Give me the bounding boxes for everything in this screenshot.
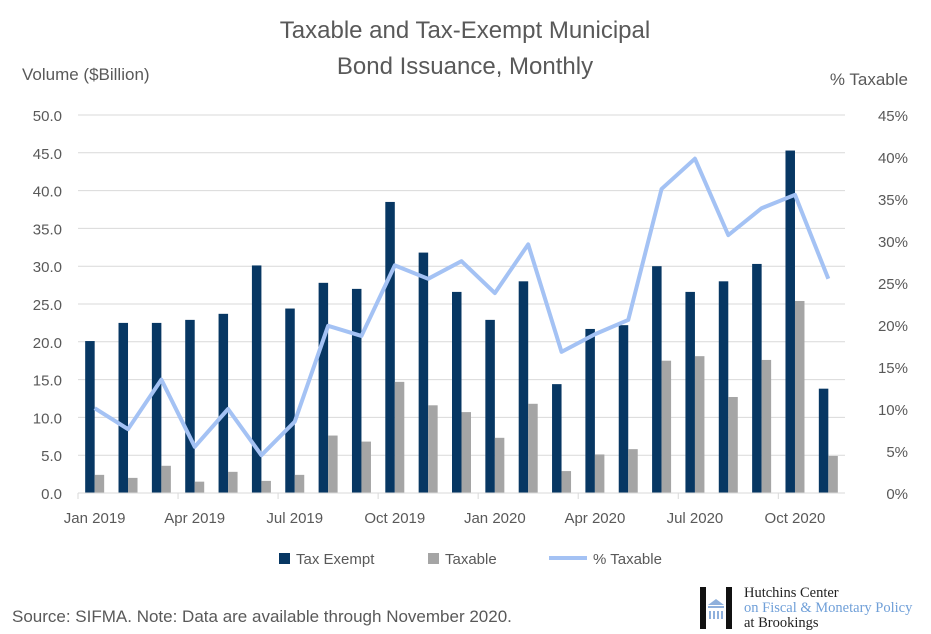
y2-tick-label: 0% (886, 486, 908, 503)
bar-taxable (294, 474, 305, 493)
bar-taxable (628, 449, 638, 493)
bar-taxable (94, 474, 105, 493)
x-tick-label: Apr 2019 (164, 510, 225, 527)
bar-taxable (794, 300, 805, 493)
y2-tick-label: 20% (878, 318, 908, 335)
legend-label-taxable: Taxable (445, 551, 497, 568)
x-tick-label: Jan 2019 (64, 510, 126, 527)
logo-line1: Hutchins Center (744, 585, 839, 601)
bar-taxable (228, 471, 238, 493)
y2-tick-label: 5% (886, 444, 908, 461)
bar-tax-exempt (285, 308, 295, 493)
x-tick-label: Jul 2020 (667, 510, 724, 527)
bar-taxable (328, 435, 338, 493)
bar-taxable (194, 481, 205, 493)
bar-tax-exempt (351, 288, 362, 493)
bar-tax-exempt (118, 322, 129, 493)
y-tick-label: 40.0 (33, 184, 62, 201)
y2-tick-label: 45% (878, 108, 908, 125)
x-tick-label: Oct 2020 (765, 510, 826, 527)
bar-tax-exempt (718, 281, 729, 493)
bar-tax-exempt (318, 282, 329, 493)
bar-tax-exempt (785, 150, 795, 494)
y-tick-label: 25.0 (33, 297, 62, 314)
bar-tax-exempt (385, 201, 395, 493)
chart-title-line1: Taxable and Tax-Exempt Municipal (280, 17, 650, 44)
y-tick-label: 50.0 (33, 108, 62, 125)
bar-tax-exempt (151, 322, 162, 493)
y2-tick-label: 15% (878, 360, 908, 377)
bar-tax-exempt (752, 263, 762, 493)
line-pct-taxable (93, 156, 831, 458)
bar-taxable (128, 477, 138, 493)
bar-tax-exempt (85, 341, 95, 493)
legend-label-tax-exempt: Tax Exempt (296, 551, 375, 568)
bar-tax-exempt (185, 319, 195, 493)
bar-tax-exempt (618, 325, 629, 493)
bar-tax-exempt (218, 313, 229, 493)
bar-tax-exempt (251, 265, 262, 493)
bar-taxable (528, 403, 538, 493)
y-tick-label: 0.0 (41, 486, 62, 503)
bar-taxable (461, 412, 471, 493)
x-tick-label: Apr 2020 (564, 510, 625, 527)
x-tick-label: Oct 2019 (364, 510, 425, 527)
bar-tax-exempt (685, 291, 695, 493)
bar-taxable (361, 441, 371, 493)
bar-tax-exempt (485, 319, 495, 493)
bar-tax-exempt (652, 266, 662, 493)
y-tick-label: 30.0 (33, 259, 62, 276)
y-tick-label: 15.0 (33, 373, 62, 390)
bar-taxable (828, 455, 838, 493)
bar-tax-exempt (552, 384, 562, 493)
y2-tick-label: 10% (878, 402, 908, 419)
building-logo-icon (700, 587, 732, 629)
bar-tax-exempt (418, 252, 429, 493)
y2-tick-label: 40% (878, 150, 908, 167)
legend-label-pct-taxable: % Taxable (593, 551, 662, 568)
y2-tick-label: 35% (878, 192, 908, 209)
bar-taxable (728, 396, 738, 493)
bar-taxable (661, 360, 672, 493)
logo-line2: on Fiscal & Monetary Policy (744, 600, 913, 616)
bar-taxable (261, 480, 271, 493)
y2-axis-label: % Taxable (830, 70, 908, 89)
y-axis-label: Volume ($Billion) (22, 65, 150, 84)
logo-line3: at Brookings (744, 615, 819, 631)
bar-taxable (428, 405, 438, 493)
bar-taxable (594, 454, 605, 493)
chart-title-line2: Bond Issuance, Monthly (337, 53, 593, 80)
legend-swatch-taxable (428, 553, 439, 564)
y-tick-label: 5.0 (41, 448, 62, 465)
bar-taxable (394, 381, 405, 493)
bar-taxable (694, 356, 705, 493)
x-tick-label: Jul 2019 (266, 510, 323, 527)
bar-taxable (161, 465, 171, 493)
legend: Tax Exempt Taxable % Taxable (279, 551, 662, 568)
bar-taxable (561, 471, 572, 493)
bar-taxable (494, 437, 505, 493)
bar-tax-exempt (452, 291, 462, 493)
bar-tax-exempt (818, 388, 829, 493)
y2-tick-label: 25% (878, 276, 908, 293)
source-note: Source: SIFMA. Note: Data are available … (12, 607, 512, 626)
y-tick-label: 45.0 (33, 146, 62, 163)
bar-tax-exempt (518, 281, 529, 493)
bar-taxable (761, 359, 772, 493)
legend-swatch-tax-exempt (279, 553, 290, 564)
y2-tick-label: 30% (878, 234, 908, 251)
y-tick-label: 20.0 (33, 335, 62, 352)
chart: Taxable and Tax-Exempt Municipal Bond Is… (22, 17, 908, 568)
hutchins-logo: Hutchins Center on Fiscal & Monetary Pol… (698, 585, 918, 633)
y-tick-label: 10.0 (33, 410, 62, 427)
bar-tax-exempt (585, 328, 595, 493)
x-tick-label: Jan 2020 (464, 510, 526, 527)
y-tick-label: 35.0 (33, 221, 62, 238)
